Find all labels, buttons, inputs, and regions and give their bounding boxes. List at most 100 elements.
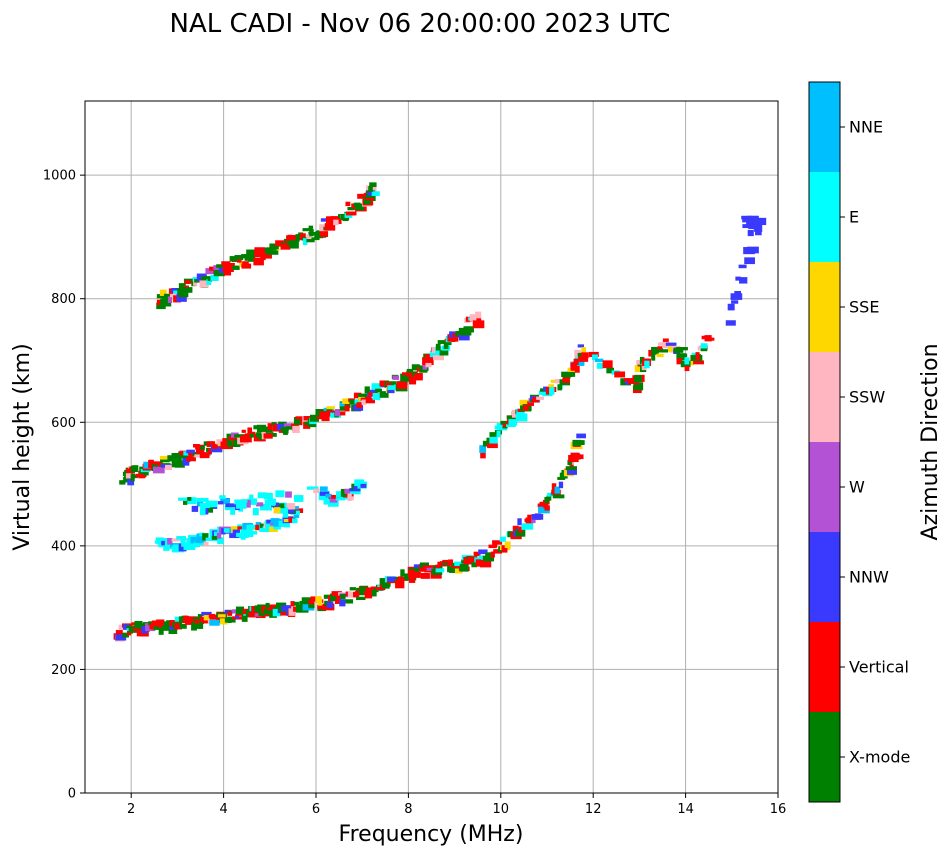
echo-point xyxy=(466,556,478,565)
echo-point xyxy=(178,283,186,289)
echo-point xyxy=(326,406,335,410)
echo-point xyxy=(292,425,300,434)
echo-point xyxy=(422,565,431,571)
echo-point xyxy=(175,460,185,468)
echo-point xyxy=(605,362,611,366)
echo-point xyxy=(331,591,342,597)
echo-point xyxy=(339,401,351,408)
echo-point xyxy=(614,371,626,378)
echo-point xyxy=(195,538,206,544)
echo-point xyxy=(210,275,219,281)
echo-point xyxy=(400,569,405,577)
echo-point xyxy=(422,357,434,366)
echo-point xyxy=(236,501,247,509)
echo-point xyxy=(399,577,409,581)
echo-point xyxy=(303,416,313,421)
echo-point xyxy=(363,587,375,593)
echo-point xyxy=(480,559,492,568)
echo-point xyxy=(232,529,240,536)
echo-point xyxy=(333,219,339,226)
x-tick-label: 12 xyxy=(585,802,602,817)
echo-point xyxy=(127,630,132,636)
echo-point xyxy=(122,632,129,638)
echo-point xyxy=(245,433,251,437)
echo-point xyxy=(258,434,264,440)
echo-point xyxy=(746,217,755,225)
echo-point xyxy=(228,436,238,441)
echo-point xyxy=(132,465,139,472)
echo-point xyxy=(731,300,739,304)
echo-point xyxy=(349,587,356,591)
colorbar-swatch xyxy=(809,622,840,712)
echo-point xyxy=(387,385,397,391)
echo-point xyxy=(489,432,499,437)
echo-point xyxy=(515,529,526,537)
colorbar-swatch xyxy=(809,712,840,802)
echo-point xyxy=(676,358,683,365)
echo-point xyxy=(340,402,345,407)
colorbar-title: Azimuth Direction xyxy=(918,343,943,540)
echo-point xyxy=(624,381,630,385)
echo-point xyxy=(363,198,371,205)
echo-point xyxy=(727,303,735,311)
echo-point xyxy=(273,607,284,611)
echo-point xyxy=(570,452,580,459)
echo-point xyxy=(280,243,291,250)
echo-point xyxy=(751,218,759,225)
echo-point xyxy=(219,618,228,625)
echo-point xyxy=(361,399,367,405)
echo-point xyxy=(574,349,581,358)
echo-point xyxy=(606,367,615,374)
echo-point xyxy=(216,264,224,268)
echo-point xyxy=(183,542,196,550)
echo-point xyxy=(357,481,368,486)
echo-point xyxy=(151,623,158,630)
echo-point xyxy=(422,364,428,370)
echo-point xyxy=(227,616,233,622)
echo-point xyxy=(675,347,688,351)
echo-point xyxy=(241,614,248,622)
echo-point xyxy=(458,327,466,332)
x-tick-label: 8 xyxy=(404,802,412,817)
plot-background xyxy=(85,101,778,793)
echo-point xyxy=(478,549,488,555)
echo-point xyxy=(262,253,272,259)
echo-point xyxy=(138,470,146,479)
echo-point xyxy=(161,540,167,546)
echo-point xyxy=(253,257,264,266)
echo-point xyxy=(238,506,243,512)
echo-point xyxy=(634,365,641,373)
colorbar-label: X-mode xyxy=(849,748,910,767)
echo-point xyxy=(392,375,400,380)
echo-point xyxy=(263,433,273,439)
echo-point xyxy=(486,437,493,442)
echo-point xyxy=(366,396,372,401)
echo-point xyxy=(265,250,276,254)
echo-point xyxy=(205,268,216,275)
echo-point xyxy=(430,571,442,579)
echo-point xyxy=(730,293,743,300)
echo-point xyxy=(237,259,242,263)
y-tick-label: 400 xyxy=(51,539,76,554)
echo-point xyxy=(168,456,179,462)
echo-point xyxy=(496,423,508,431)
echo-point xyxy=(353,392,362,399)
echo-point xyxy=(228,266,234,272)
echo-point xyxy=(323,497,329,505)
echo-point xyxy=(255,252,264,258)
echo-point xyxy=(266,519,273,524)
plot-frame xyxy=(84,100,779,794)
echo-point xyxy=(239,261,244,267)
echo-point xyxy=(476,318,482,324)
echo-point xyxy=(397,576,403,584)
echo-point xyxy=(355,590,360,597)
echo-point xyxy=(205,500,218,508)
echo-point xyxy=(122,624,130,630)
echo-point xyxy=(357,193,367,199)
echo-point xyxy=(308,599,315,605)
echo-point xyxy=(518,526,523,533)
echo-point xyxy=(182,499,188,505)
echo-point xyxy=(221,528,226,535)
echo-point xyxy=(573,363,578,368)
echo-point xyxy=(409,376,417,385)
